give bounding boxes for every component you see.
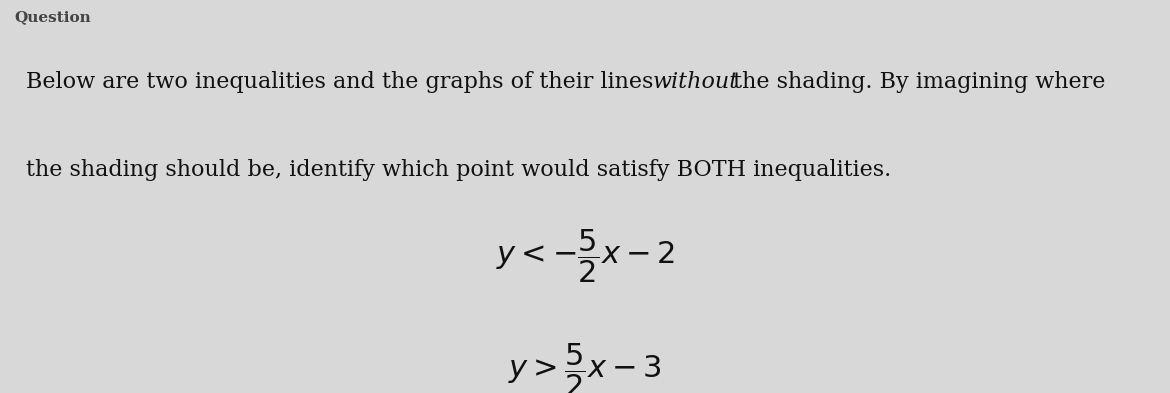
Text: the shading should be, identify which point would satisfy BOTH inequalities.: the shading should be, identify which po… — [26, 159, 892, 181]
Text: Question: Question — [14, 10, 91, 24]
Text: Below are two inequalities and the graphs of their lines: Below are two inequalities and the graph… — [26, 71, 660, 93]
Text: the shading. By imagining where: the shading. By imagining where — [725, 71, 1106, 93]
Text: $y < -\dfrac{5}{2}x - 2$: $y < -\dfrac{5}{2}x - 2$ — [496, 228, 674, 285]
Text: without: without — [653, 71, 739, 93]
Text: $y > \dfrac{5}{2}x - 3$: $y > \dfrac{5}{2}x - 3$ — [508, 342, 662, 393]
